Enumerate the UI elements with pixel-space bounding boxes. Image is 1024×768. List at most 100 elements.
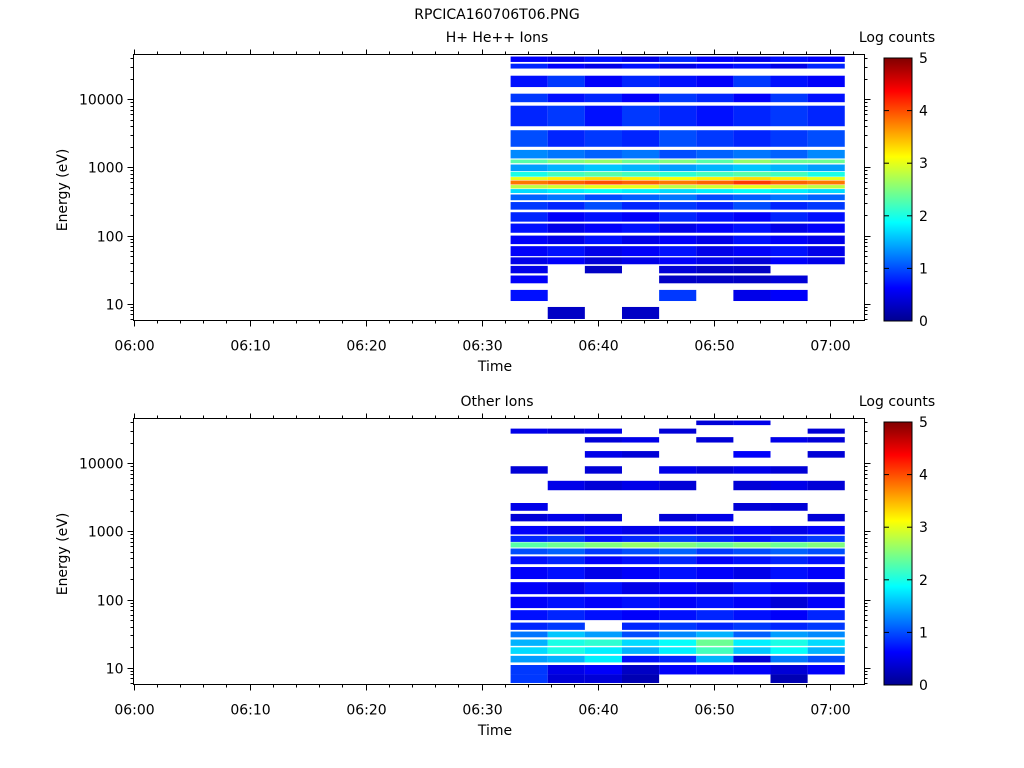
heatmap-cell [696, 513, 734, 522]
heatmap-cell [584, 665, 622, 675]
heatmap-cell [621, 246, 660, 257]
heatmap-cell [547, 306, 585, 319]
heatmap-cell [621, 567, 660, 580]
heatmap-cell [510, 63, 548, 69]
heatmap-cell [807, 180, 845, 185]
y-tick-label: 10 [106, 298, 124, 314]
y-axis-label: Energy (eV) [55, 513, 71, 596]
colorbar [883, 57, 913, 322]
heatmap-cell [733, 596, 771, 609]
heatmap-cell [547, 674, 585, 683]
heatmap-cell [510, 622, 548, 630]
heatmap-cell [547, 548, 585, 555]
heatmap-cell [584, 582, 622, 595]
heatmap-cell [510, 149, 548, 159]
heatmap-cell [621, 180, 660, 185]
heatmap-cell [770, 257, 808, 265]
heatmap-cell [770, 194, 808, 201]
heatmap-cell [770, 525, 808, 535]
heatmap-cell [510, 647, 548, 654]
heatmap-cell [659, 525, 697, 535]
heatmap-cell [659, 639, 697, 646]
heatmap-cell [547, 177, 585, 181]
heatmap-cell [547, 185, 585, 189]
heatmap-cell [659, 631, 697, 638]
heatmap-cell [733, 212, 771, 222]
heatmap-cell [807, 185, 845, 189]
heatmap-cell [510, 177, 548, 181]
heatmap-cell [584, 159, 622, 164]
heatmap-cell [807, 647, 845, 654]
heatmap-cell [696, 275, 734, 284]
heatmap-cell [696, 180, 734, 185]
heatmap-cell [696, 582, 734, 595]
heatmap-cell [733, 275, 771, 284]
heatmap-cell [770, 674, 808, 683]
heatmap-cell [584, 451, 622, 458]
heatmap-cell [547, 655, 585, 663]
heatmap-cell [621, 451, 660, 458]
heatmap-cell [547, 639, 585, 646]
heatmap-cell [547, 223, 585, 233]
heatmap-cell [696, 567, 734, 580]
heatmap-cell [510, 513, 548, 522]
heatmap-cell [696, 655, 734, 663]
y-tick-label: 10000 [79, 457, 124, 473]
heatmap-cell [547, 212, 585, 222]
heatmap-cell [770, 480, 808, 491]
heatmap-cell [807, 235, 845, 245]
heatmap-cell [659, 428, 697, 434]
heatmap-cell [510, 75, 548, 88]
heatmap-cell [621, 185, 660, 189]
heatmap-cell [584, 171, 622, 177]
heatmap-cell [733, 639, 771, 646]
heatmap-cell [659, 257, 697, 265]
plot-frame [133, 418, 865, 685]
heatmap-cell [584, 56, 622, 62]
heatmap-cell [770, 246, 808, 257]
heatmap-cell [510, 194, 548, 201]
heatmap-cell [659, 535, 697, 542]
heatmap-cell [510, 105, 548, 127]
heatmap-cell [659, 194, 697, 201]
heatmap-cell [770, 93, 808, 103]
heatmap-cell [584, 466, 622, 474]
heatmap-cell [696, 246, 734, 257]
heatmap-cell [659, 93, 697, 103]
heatmap-cell [621, 647, 660, 654]
heatmap-cell [733, 525, 771, 535]
heatmap-cell [659, 513, 697, 522]
x-tick-label: 06:30 [462, 339, 502, 355]
heatmap-cell [621, 437, 660, 443]
heatmap-cell [770, 639, 808, 646]
heatmap-cell [659, 130, 697, 147]
heatmap-cell [733, 535, 771, 542]
heatmap-cell [733, 164, 771, 172]
heatmap-cell [733, 202, 771, 210]
panel-other-ions: Other Ions 06:00 06:10 06:20 06:30 06:40 06:5… [55, 394, 935, 739]
heatmap-cell [584, 194, 622, 201]
y-tick-label: 10000 [79, 93, 124, 109]
heatmap-cell [733, 289, 771, 302]
heatmap-cell [584, 639, 622, 646]
heatmap-cell [510, 582, 548, 595]
heatmap-cell [696, 171, 734, 177]
heatmap-cell [584, 246, 622, 257]
colorbar-tick-label: 4 [919, 468, 928, 484]
colorbar-tick-label: 2 [919, 209, 928, 225]
heatmap-cell [770, 503, 808, 511]
heatmap-cell [807, 582, 845, 595]
heatmap-cell [584, 177, 622, 181]
heatmap-cell [659, 548, 697, 555]
heatmap-cell [510, 567, 548, 580]
heatmap-cell [770, 631, 808, 638]
heatmap-cell [770, 189, 808, 194]
heatmap-cell [659, 647, 697, 654]
x-tick-label: 07:00 [810, 339, 850, 355]
heatmap-cell [807, 177, 845, 181]
heatmap-cell [659, 567, 697, 580]
heatmap-cell [659, 212, 697, 222]
heatmap-cell [584, 75, 622, 88]
heatmap-cell [733, 246, 771, 257]
